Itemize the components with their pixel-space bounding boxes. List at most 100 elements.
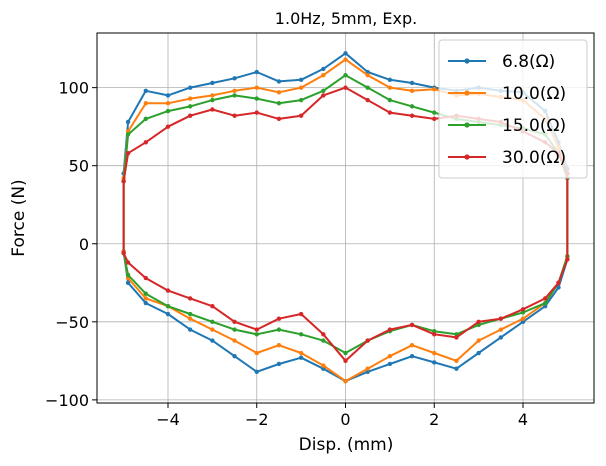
series-3-point [165,304,171,309]
series-3-point [276,327,282,332]
series-1-point [556,285,561,290]
series-1-point [143,88,149,93]
legend-label: 6.8(Ω) [502,52,555,72]
x-axis-label: Disp. (mm) [299,435,394,455]
series-2-point [365,72,370,78]
legend-swatch-marker [464,122,470,128]
legend-swatch-marker [464,154,470,160]
series-4-point [432,116,437,122]
series-4-point [254,110,259,115]
plot-area-frame [96,32,595,404]
series-4-point [143,275,149,281]
series-3-point [125,272,131,278]
series-2-point [254,85,259,90]
legend: 6.8(Ω) 10.0(Ω) 15.0(Ω) 30.0(Ω) [438,39,588,179]
series-3-point [125,132,131,137]
series-3-point [387,97,393,103]
series-3-point [298,332,304,337]
series-2-point [520,316,526,321]
series-2-point [165,101,171,106]
series-1-point [165,93,171,98]
legend-entry: 6.8(Ω) [448,52,555,72]
series-1-point [125,119,131,125]
series-3-point [232,327,237,332]
series-2-point [210,93,215,98]
series-4-point [432,332,437,337]
series-1-point [454,366,459,371]
series-4-point [556,280,561,285]
series-1-point [432,360,437,365]
series-1-point [254,369,259,374]
series-3-point [276,101,282,106]
series-3-point [187,311,193,317]
series-3-point [143,116,149,122]
series-4-point [125,260,131,265]
series-1-point [321,366,326,371]
series-4-point [387,327,393,332]
series-2-point [343,57,348,62]
series-3-point [520,310,526,315]
series-1-point [476,350,481,356]
series-1-point [409,80,415,86]
series-2-point [232,338,237,343]
series-1-point [365,369,370,374]
series-4-point [232,319,237,325]
series-4-point [498,316,504,321]
legend-entry: 10.0(Ω) [448,84,566,104]
series-1-point [232,353,237,359]
chart-title: 1.0Hz, 5mm, Exp. [275,9,417,28]
series-2-point [476,338,481,343]
series-1-point [143,300,149,306]
series-4-point [187,296,193,301]
series-1-point [276,79,282,84]
y-axis-label: Force (N) [9,179,29,256]
series-3-point [476,322,481,328]
series-1-point [321,66,326,72]
series-2-point [210,327,215,332]
series-4-point [210,304,215,309]
series-3-point [187,104,193,109]
legend-box [438,39,588,179]
x-tick-label: −2 [245,410,269,429]
series-1-point [298,355,304,360]
series-1-point [210,338,215,343]
series-4-point [232,113,237,118]
series-2-point [321,72,326,78]
series-2-point [343,378,348,384]
y-tick-label: −100 [45,391,89,410]
series-3-point [343,350,348,356]
legend-swatch-marker [464,90,470,96]
series-1-point [210,80,215,86]
series-4-point [365,97,370,103]
series-3-point [210,319,215,325]
series-4-point [387,110,393,115]
series-1-point [520,319,526,325]
series-4-point [298,311,304,317]
series-3-point [210,97,215,103]
series-3-point [143,291,149,296]
series-1-point [187,327,193,332]
legend-label: 30.0(Ω) [502,148,566,168]
series-1-point [498,335,504,340]
series-3-point [542,300,548,306]
series-1-point [187,85,193,90]
series-4-point [321,332,326,337]
series-4-point [321,93,326,98]
series-4-point [298,113,304,118]
x-tick-label: −4 [156,410,180,429]
series-1-point [365,69,370,75]
series-3-point [165,108,171,114]
series-3-point [254,332,259,337]
series-2-point [409,88,415,93]
y-tick-label: 0 [79,235,89,254]
series-4-point [125,151,131,156]
series-4-point [254,327,259,332]
series-4-point [542,296,548,301]
series-4-point [409,322,415,328]
series-4-point [165,288,171,293]
x-tick-label: 4 [518,410,528,429]
series-1-point [165,311,171,317]
x-tick-label: 2 [429,410,439,429]
series-1-point [409,353,415,359]
y-tick-label: −50 [55,313,89,332]
